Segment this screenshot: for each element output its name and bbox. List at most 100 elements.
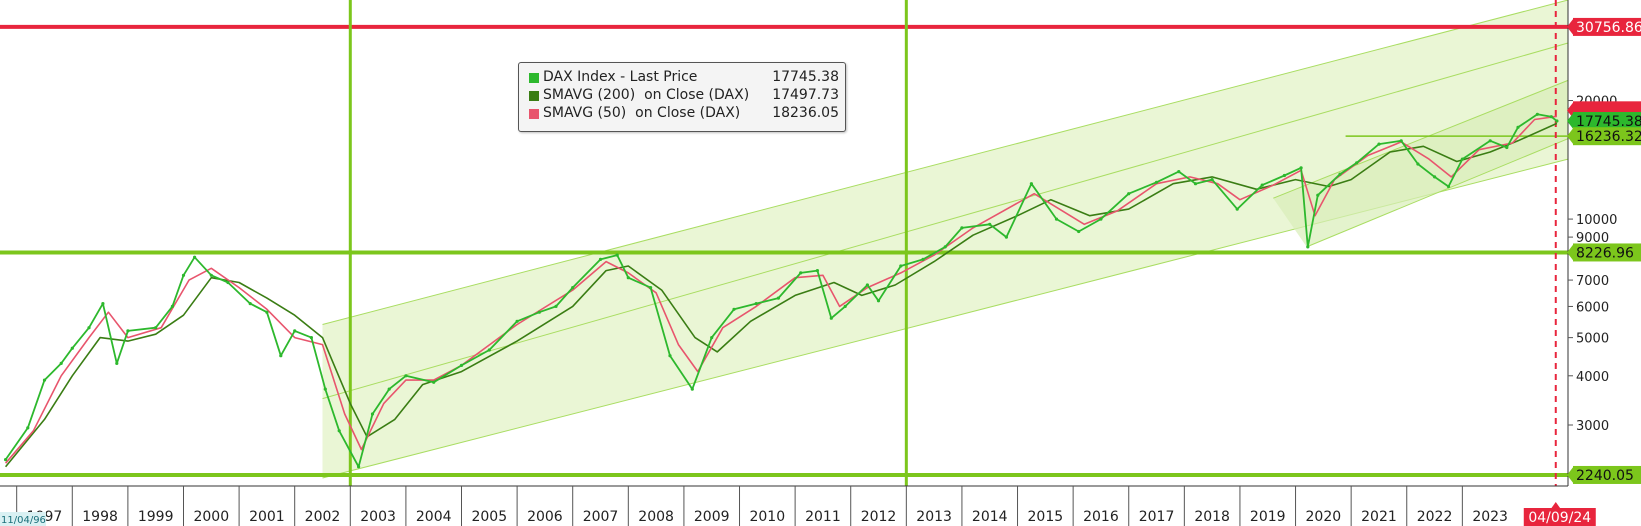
x-tick-label-2016: 2016 [1083, 509, 1119, 525]
tag-level-low-text: 2240.05 [1576, 468, 1634, 484]
series-1-point-31 [554, 304, 558, 308]
series-1-point-21 [337, 429, 341, 433]
tag-resistance-pointer [1567, 127, 1574, 146]
tag-level-high-pointer [1567, 17, 1574, 36]
inner-channel-fill [1273, 80, 1568, 247]
x-tick-label-2018: 2018 [1194, 509, 1230, 525]
series-line-3 [4, 115, 1558, 464]
series-1-point-76 [1446, 184, 1451, 189]
series-1-point-83 [1555, 119, 1559, 123]
series-1-point-45 [829, 316, 833, 320]
series-1-point-40 [732, 307, 736, 311]
series-line-1 [4, 113, 1558, 468]
series-1-point-24 [387, 387, 391, 391]
channel-middle-line [322, 42, 1569, 400]
y-tick-label-9000: 9000 [1576, 231, 1609, 246]
tag-level-mid-pointer [1567, 243, 1574, 262]
legend-label-sma200: SMAVG (200) on Close (DAX) [543, 87, 750, 103]
x-tick-label-1999: 1999 [138, 509, 174, 525]
x-tick-label-2015: 2015 [1028, 509, 1064, 525]
x-tick-label-2002: 2002 [305, 509, 341, 525]
series-1-point-66 [1282, 173, 1286, 178]
tag-level-mid-box [1573, 243, 1641, 262]
level-lines [0, 0, 1568, 486]
series-1-point-57 [1077, 229, 1081, 234]
series-1-point-48 [876, 299, 881, 303]
series-1-point-11 [181, 273, 186, 277]
x-tick-label-2004: 2004 [416, 509, 452, 525]
series-1-point-56 [1054, 217, 1059, 221]
y-axis-panel [1568, 0, 1641, 526]
series-1-point-5 [87, 326, 91, 330]
series-1-point-69 [1316, 193, 1320, 197]
legend-label-sma50: SMAVG (50) on Close (DAX) [543, 105, 741, 121]
series-1-point-50 [921, 257, 925, 261]
series-1-point-71 [1355, 161, 1359, 165]
series-1-point-16 [265, 310, 269, 314]
legend-swatch-price [529, 73, 539, 83]
x-tick-label-2005: 2005 [471, 509, 507, 525]
x-tick-label-2013: 2013 [916, 509, 952, 525]
inner-channel-upper-line [1273, 79, 1569, 199]
series-1-point-37 [668, 354, 672, 358]
tag-level-low-box [1573, 465, 1641, 484]
series-1-point-0 [4, 458, 8, 462]
series-1-point-61 [1177, 170, 1181, 174]
series-1-point-67 [1299, 166, 1303, 170]
legend-item-price: DAX Index - Last Price 17745.38 [525, 69, 841, 87]
x-tick-label-2009: 2009 [694, 509, 730, 525]
trend-channel [322, 0, 1569, 479]
legend-value-price: 17745.38 [772, 69, 839, 85]
series-1-point-6 [101, 302, 105, 306]
channel-upper-line [322, 0, 1569, 325]
series-1-point-19 [309, 336, 313, 340]
y-tick-label-6000: 6000 [1576, 300, 1609, 315]
current-date-pointer [1550, 502, 1561, 509]
x-tick-label-1998: 1998 [82, 509, 118, 525]
series-1-point-23 [370, 412, 375, 416]
x-tick-label-2003: 2003 [360, 509, 396, 525]
start-date-label: 11/04/96 [1, 515, 46, 526]
series-1-point-25 [404, 374, 408, 378]
series-1-point-34 [615, 253, 619, 257]
tag-level-high-text: 30756.86 [1576, 20, 1641, 36]
y-tick-label-5000: 5000 [1576, 332, 1609, 347]
x-tick-label-2020: 2020 [1306, 509, 1342, 525]
series-1-point-8 [126, 329, 130, 333]
series-1-point-2 [42, 378, 47, 382]
series-1-point-64 [1235, 207, 1239, 211]
series-1-point-77 [1460, 157, 1464, 161]
series-1-point-17 [279, 354, 283, 358]
series-1-point-7 [115, 361, 119, 365]
series-1-point-42 [776, 296, 781, 300]
series-1-point-47 [865, 283, 870, 287]
series-1-point-82 [1549, 115, 1553, 119]
series-1-point-3 [59, 361, 63, 365]
series-1-point-30 [537, 310, 541, 314]
series-1-point-70 [1338, 172, 1342, 176]
series-1-point-75 [1433, 175, 1437, 179]
y-tick-label-4000: 4000 [1576, 370, 1609, 385]
tag-price-text: 17745.38 [1576, 114, 1641, 130]
series-1-point-46 [843, 304, 847, 308]
series-1-point-59 [1127, 192, 1131, 196]
series-1-point-74 [1416, 162, 1420, 166]
series-1-point-13 [209, 273, 213, 277]
chart-legend[interactable]: DAX Index - Last Price 17745.38 SMAVG (2… [518, 62, 846, 132]
series-1-point-41 [754, 302, 758, 306]
series-1-point-10 [170, 304, 174, 308]
series-1-point-51 [943, 245, 947, 249]
legend-value-sma50: 18236.05 [772, 105, 839, 121]
series-1-point-79 [1505, 145, 1509, 150]
series-1-point-9 [154, 326, 158, 330]
series-1-point-54 [1004, 235, 1009, 239]
legend-label-price: DAX Index - Last Price [543, 69, 698, 85]
x-tick-label-2014: 2014 [972, 509, 1008, 525]
tag-resistance-box [1573, 127, 1641, 146]
tag-level-mid-text: 8226.96 [1576, 245, 1634, 261]
x-tick-label-2023: 2023 [1472, 509, 1508, 525]
tag-level-low-pointer [1567, 465, 1574, 484]
series-1-point-38 [690, 387, 694, 391]
tag-resistance-text: 16236.32 [1576, 129, 1641, 145]
